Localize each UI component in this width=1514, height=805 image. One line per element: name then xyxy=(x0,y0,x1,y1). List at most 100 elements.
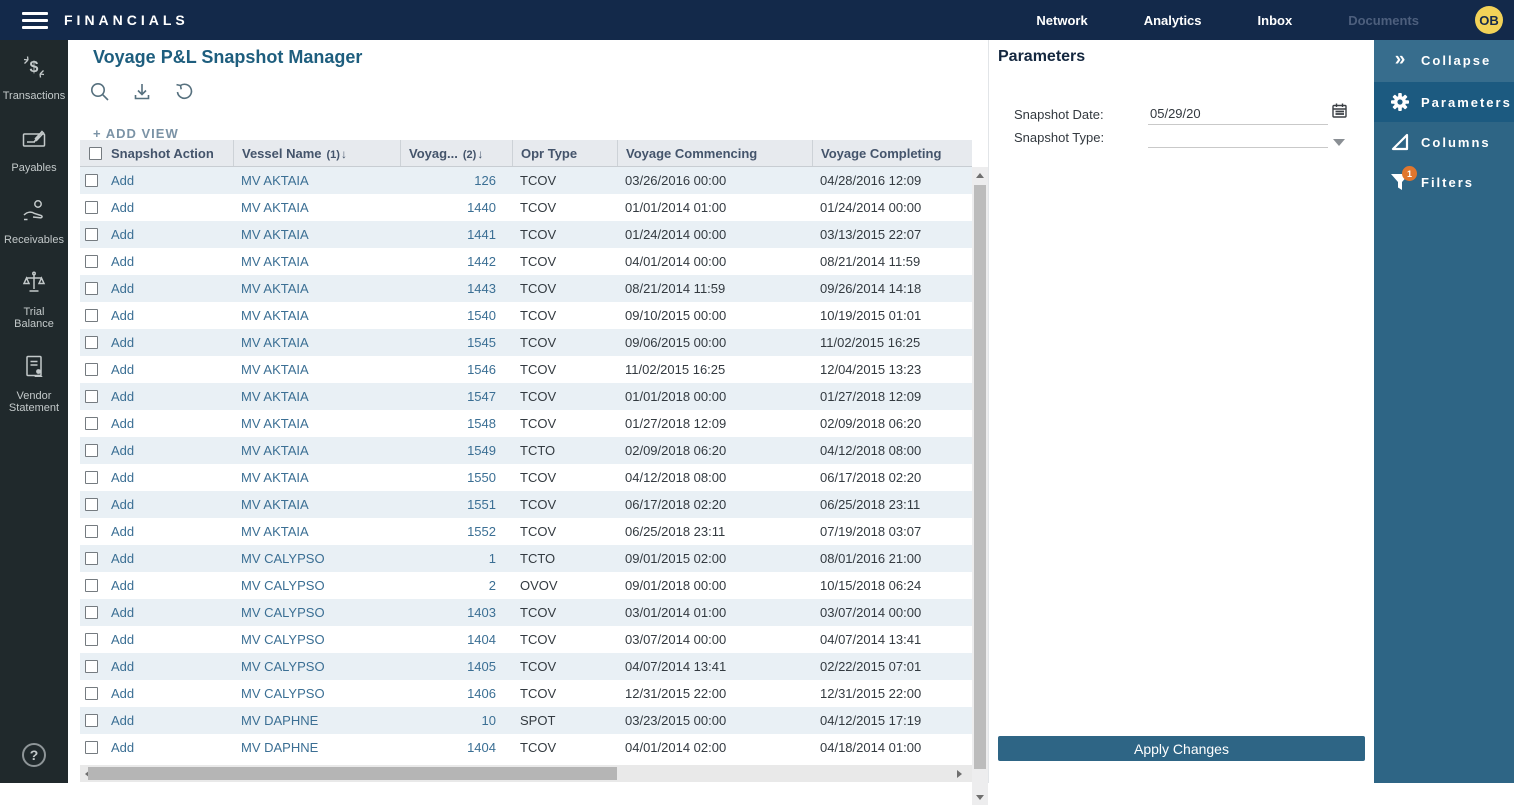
help-button[interactable]: ? xyxy=(22,743,46,767)
row-vessel-link[interactable]: MV AKTAIA xyxy=(241,362,309,377)
sidebar-item-parameters[interactable]: Parameters xyxy=(1374,82,1514,122)
horizontal-scroll-thumb[interactable] xyxy=(88,767,617,780)
row-vessel-link[interactable]: MV AKTAIA xyxy=(241,281,309,296)
row-voyage-link[interactable]: 1442 xyxy=(467,254,496,269)
hamburger-menu-icon[interactable] xyxy=(22,8,48,33)
scroll-down-icon[interactable] xyxy=(972,789,988,805)
col-voyage-completing[interactable]: Voyage Completing xyxy=(812,140,972,166)
row-checkbox[interactable] xyxy=(80,599,103,626)
sidebar-item-filters[interactable]: 1 Filters xyxy=(1374,162,1514,202)
row-vessel-link[interactable]: MV CALYPSO xyxy=(241,605,325,620)
scroll-left-icon[interactable] xyxy=(80,765,94,782)
avatar[interactable]: OB xyxy=(1475,6,1503,34)
table-vertical-scrollbar[interactable] xyxy=(972,167,988,805)
row-voyage-link[interactable]: 2 xyxy=(488,578,496,593)
row-voyage-link[interactable]: 1540 xyxy=(467,308,496,323)
row-checkbox[interactable] xyxy=(80,329,103,356)
row-vessel-link[interactable]: MV CALYPSO xyxy=(241,659,325,674)
row-checkbox[interactable] xyxy=(80,194,103,221)
row-add-link[interactable]: Add xyxy=(111,443,135,458)
sidebar-item-collapse[interactable]: » Collapse xyxy=(1374,38,1514,82)
row-voyage-link[interactable]: 1552 xyxy=(467,524,496,539)
sidebar-item-transactions[interactable]: $ Transactions xyxy=(0,54,68,102)
row-add-link[interactable]: Add xyxy=(111,200,135,215)
nav-network[interactable]: Network xyxy=(1036,12,1088,28)
row-checkbox[interactable] xyxy=(80,626,103,653)
row-checkbox[interactable] xyxy=(80,572,103,599)
vertical-scroll-thumb[interactable] xyxy=(974,185,986,769)
row-voyage-link[interactable]: 1403 xyxy=(467,605,496,620)
row-add-link[interactable]: Add xyxy=(111,713,135,728)
row-checkbox[interactable] xyxy=(80,410,103,437)
scroll-right-icon[interactable] xyxy=(952,765,966,782)
col-opr-type[interactable]: Opr Type xyxy=(512,140,617,166)
row-voyage-link[interactable]: 126 xyxy=(474,173,496,188)
sidebar-item-receivables[interactable]: Receivables xyxy=(0,198,68,246)
nav-analytics[interactable]: Analytics xyxy=(1143,12,1202,28)
row-vessel-link[interactable]: MV CALYPSO xyxy=(241,686,325,701)
row-add-link[interactable]: Add xyxy=(111,470,135,485)
sidebar-item-payables[interactable]: Payables xyxy=(0,126,68,174)
select-all-checkbox[interactable] xyxy=(80,140,103,166)
row-add-link[interactable]: Add xyxy=(111,605,135,620)
row-vessel-link[interactable]: MV AKTAIA xyxy=(241,443,309,458)
row-checkbox[interactable] xyxy=(80,383,103,410)
table-horizontal-scrollbar[interactable] xyxy=(80,765,972,782)
row-vessel-link[interactable]: MV AKTAIA xyxy=(241,416,309,431)
row-voyage-link[interactable]: 1548 xyxy=(467,416,496,431)
row-voyage-link[interactable]: 1546 xyxy=(467,362,496,377)
row-add-link[interactable]: Add xyxy=(111,335,135,350)
row-checkbox[interactable] xyxy=(80,356,103,383)
nav-documents[interactable]: Documents xyxy=(1348,12,1419,28)
row-add-link[interactable]: Add xyxy=(111,416,135,431)
row-vessel-link[interactable]: MV AKTAIA xyxy=(241,200,309,215)
row-voyage-link[interactable]: 1443 xyxy=(467,281,496,296)
row-voyage-link[interactable]: 1550 xyxy=(467,470,496,485)
row-voyage-link[interactable]: 1545 xyxy=(467,335,496,350)
row-voyage-link[interactable]: 1549 xyxy=(467,443,496,458)
row-voyage-link[interactable]: 10 xyxy=(481,713,496,728)
row-add-link[interactable]: Add xyxy=(111,578,135,593)
row-checkbox[interactable] xyxy=(80,545,103,572)
row-vessel-link[interactable]: MV DAPHNE xyxy=(241,713,319,728)
sidebar-item-trial-balance[interactable]: Trial Balance xyxy=(0,270,68,330)
snapshot-type-dropdown-button[interactable] xyxy=(1328,139,1350,148)
row-checkbox[interactable] xyxy=(80,680,103,707)
row-checkbox[interactable] xyxy=(80,221,103,248)
row-vessel-link[interactable]: MV AKTAIA xyxy=(241,308,309,323)
search-button[interactable] xyxy=(84,80,116,108)
row-vessel-link[interactable]: MV AKTAIA xyxy=(241,173,309,188)
row-checkbox[interactable] xyxy=(80,734,103,761)
row-voyage-link[interactable]: 1 xyxy=(488,551,496,566)
row-add-link[interactable]: Add xyxy=(111,389,135,404)
reset-button[interactable] xyxy=(168,80,200,108)
download-button[interactable] xyxy=(126,80,158,108)
row-add-link[interactable]: Add xyxy=(111,740,135,755)
col-vessel-name[interactable]: Vessel Name (1)↓ xyxy=(233,140,400,166)
sidebar-item-columns[interactable]: Columns xyxy=(1374,122,1514,162)
row-checkbox[interactable] xyxy=(80,275,103,302)
row-voyage-link[interactable]: 1551 xyxy=(467,497,496,512)
row-checkbox[interactable] xyxy=(80,248,103,275)
row-add-link[interactable]: Add xyxy=(111,524,135,539)
row-voyage-link[interactable]: 1405 xyxy=(467,659,496,674)
row-vessel-link[interactable]: MV CALYPSO xyxy=(241,551,325,566)
row-voyage-link[interactable]: 1404 xyxy=(467,740,496,755)
snapshot-date-input[interactable]: 05/29/20 xyxy=(1148,103,1328,125)
row-add-link[interactable]: Add xyxy=(111,227,135,242)
row-vessel-link[interactable]: MV AKTAIA xyxy=(241,254,309,269)
row-voyage-link[interactable]: 1440 xyxy=(467,200,496,215)
row-add-link[interactable]: Add xyxy=(111,686,135,701)
row-add-link[interactable]: Add xyxy=(111,632,135,647)
row-vessel-link[interactable]: MV AKTAIA xyxy=(241,497,309,512)
row-vessel-link[interactable]: MV CALYPSO xyxy=(241,578,325,593)
add-view-button[interactable]: + ADD VIEW xyxy=(93,126,179,141)
apply-changes-button[interactable]: Apply Changes xyxy=(998,736,1365,761)
col-snapshot-action[interactable]: Snapshot Action xyxy=(111,146,214,161)
col-voyage[interactable]: Voyag... (2)↓ xyxy=(400,140,512,166)
row-add-link[interactable]: Add xyxy=(111,362,135,377)
row-voyage-link[interactable]: 1404 xyxy=(467,632,496,647)
row-add-link[interactable]: Add xyxy=(111,308,135,323)
row-add-link[interactable]: Add xyxy=(111,497,135,512)
row-vessel-link[interactable]: MV AKTAIA xyxy=(241,524,309,539)
